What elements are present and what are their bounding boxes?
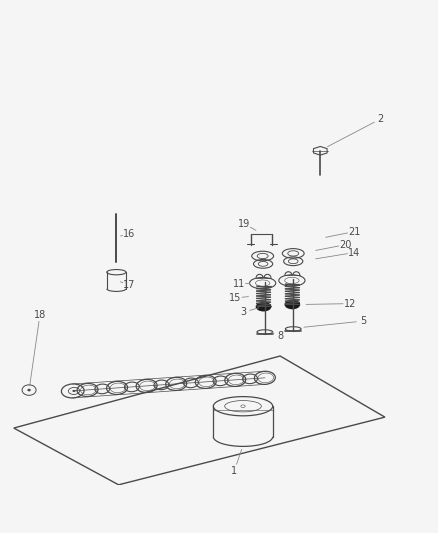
Ellipse shape (285, 300, 300, 309)
Text: 21: 21 (348, 227, 360, 237)
Text: 3: 3 (240, 308, 246, 317)
Text: 2: 2 (378, 114, 384, 124)
Text: 16: 16 (124, 229, 136, 239)
Text: 14: 14 (348, 247, 360, 257)
Text: 18: 18 (34, 310, 46, 319)
Text: 19: 19 (238, 219, 251, 229)
Text: 20: 20 (339, 240, 352, 249)
Text: 12: 12 (344, 298, 356, 309)
Text: 11: 11 (233, 279, 245, 289)
Text: 8: 8 (277, 332, 283, 341)
Text: 17: 17 (124, 280, 136, 290)
Text: 5: 5 (360, 316, 366, 326)
Ellipse shape (73, 390, 76, 392)
Text: 15: 15 (229, 293, 241, 303)
Ellipse shape (27, 389, 31, 391)
Ellipse shape (256, 302, 272, 311)
Text: 1: 1 (231, 466, 237, 476)
